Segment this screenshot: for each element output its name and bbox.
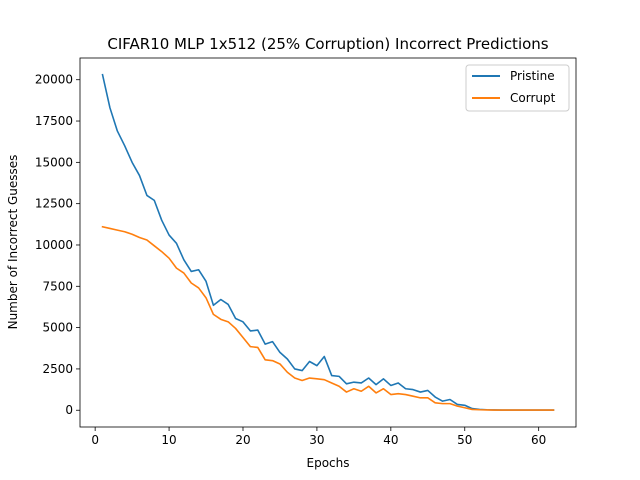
x-tick-label: 10 (161, 433, 176, 447)
plot-background (80, 58, 576, 427)
plot-frame (79, 57, 577, 428)
y-tick-label: 12500 (35, 197, 73, 211)
x-tick-label: 50 (457, 433, 472, 447)
y-tick-label: 2500 (42, 362, 73, 376)
y-tick-label: 10000 (35, 238, 73, 252)
y-tick-label: 0 (65, 403, 73, 417)
y-axis-label: Number of Incorrect Guesses (6, 155, 20, 330)
x-tick-label: 60 (531, 433, 546, 447)
x-axis: 0 10 20 30 40 50 60 (91, 427, 546, 447)
y-tick-label: 15000 (35, 155, 73, 169)
y-tick-label: 5000 (42, 321, 73, 335)
plot-area (79, 57, 577, 428)
series-line-corrupt (101, 225, 555, 411)
y-tick-label: 17500 (35, 114, 73, 128)
legend: Pristine Corrupt (465, 64, 570, 112)
legend-label-pristine: Pristine (510, 69, 555, 83)
x-tick-label: 30 (309, 433, 324, 447)
legend-label-corrupt: Corrupt (510, 91, 556, 105)
x-axis-label: Epochs (307, 456, 350, 470)
x-tick-label: 20 (235, 433, 250, 447)
chart-title: CIFAR10 MLP 1x512 (25% Corruption) Incor… (107, 35, 548, 53)
y-axis: 0 2500 5000 7500 10000 12500 15000 17500 20000 (35, 73, 80, 417)
x-tick-label: 0 (91, 433, 99, 447)
y-tick-label: 7500 (42, 279, 73, 293)
x-tick-label: 40 (383, 433, 398, 447)
y-tick-label: 20000 (35, 73, 73, 87)
series-layer (101, 73, 555, 411)
